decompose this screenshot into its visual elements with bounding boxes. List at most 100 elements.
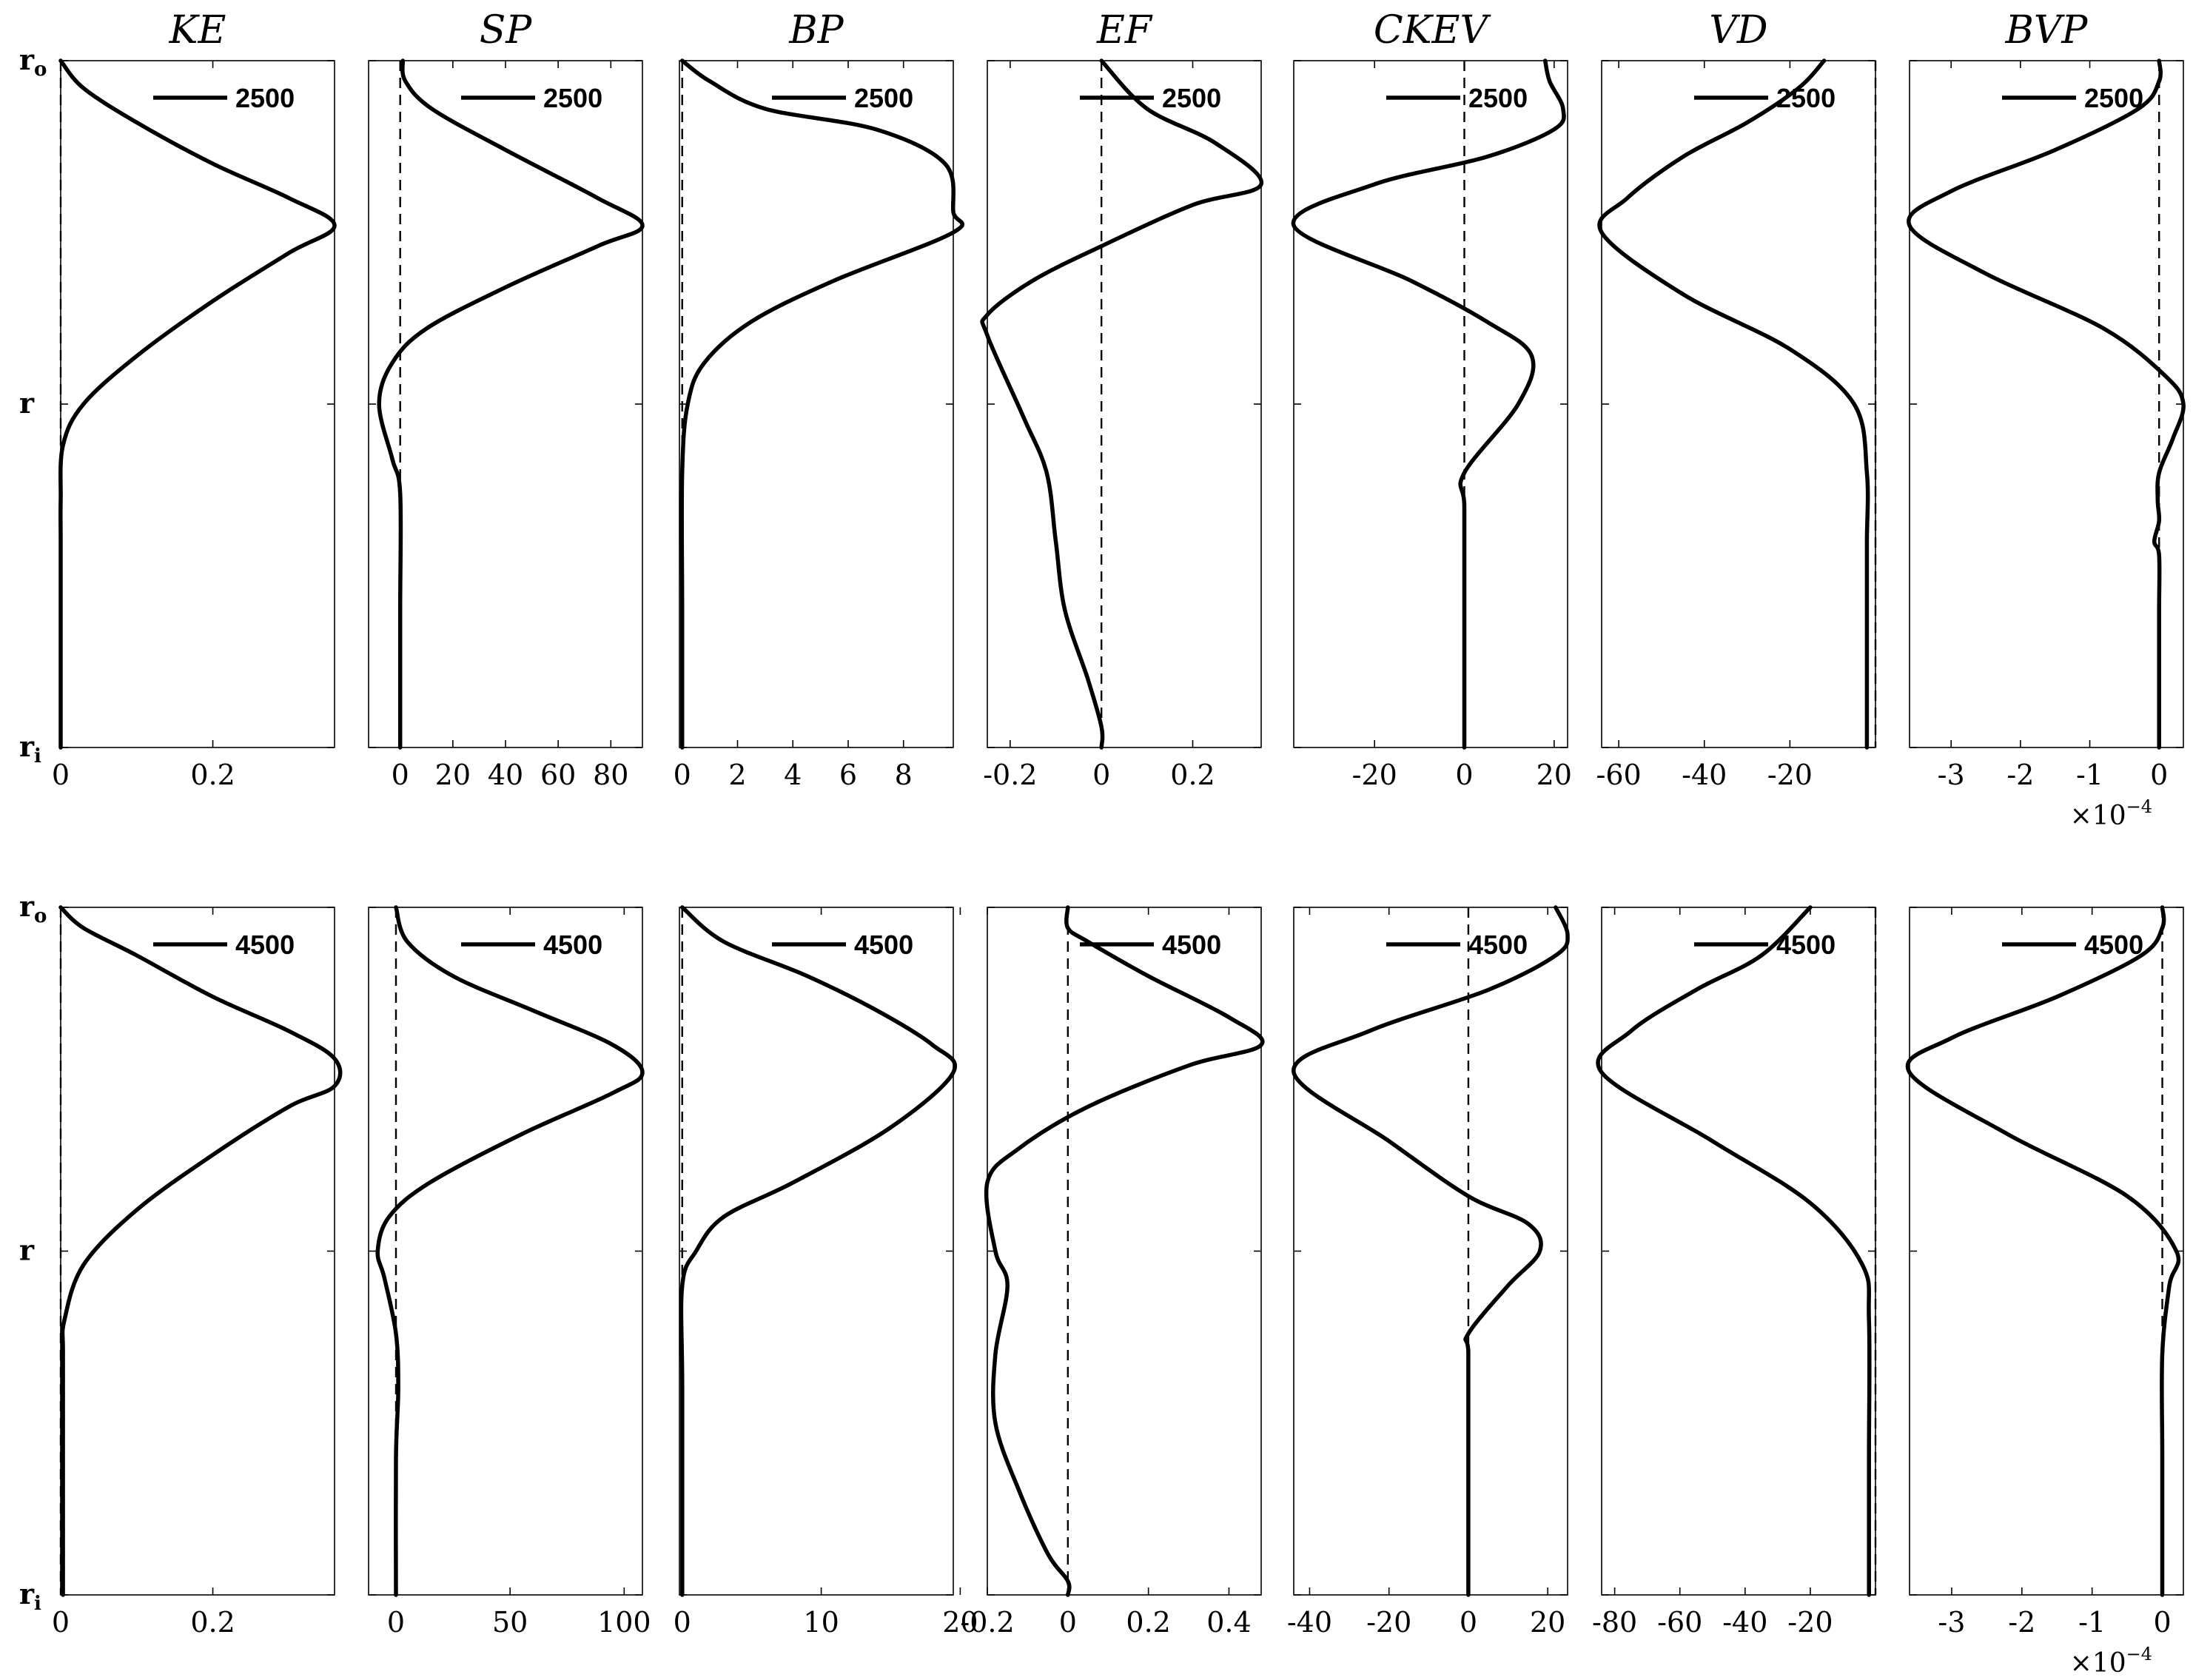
panel-ke-2500: KE 0 0.2 2500 bbox=[52, 8, 337, 791]
panel-title: KE bbox=[169, 8, 226, 53]
x-tick-label: 0 bbox=[674, 1606, 691, 1639]
legend-label: 2500 bbox=[854, 83, 913, 113]
x-tick-label: -3 bbox=[1938, 759, 1965, 791]
x-tick-label: -40 bbox=[1682, 759, 1727, 791]
axis-multiplier-label: ×10−4 bbox=[2070, 1644, 2152, 1679]
profile-line bbox=[1292, 905, 1570, 1597]
legend-label: 2500 bbox=[543, 83, 602, 113]
axes-frame bbox=[368, 907, 643, 1596]
axes-frame bbox=[1601, 907, 1876, 1596]
x-tick-label: 60 bbox=[540, 759, 576, 791]
x-tick-label: 0.2 bbox=[1170, 759, 1215, 791]
axes-frame bbox=[60, 60, 335, 748]
legend-label: 2500 bbox=[1776, 83, 1836, 113]
profile-line bbox=[980, 58, 1263, 750]
panel-bp-4500: 0 10 20 4500 bbox=[674, 905, 978, 1639]
legend-label: 2500 bbox=[2084, 83, 2143, 113]
panel-ckev-4500: -40 -20 0 20 4500 bbox=[1287, 905, 1570, 1639]
legend-label: 4500 bbox=[1468, 930, 1528, 960]
panel-ke-4500: 0 0.2 4500 bbox=[52, 905, 343, 1639]
x-tick-label: 0.2 bbox=[190, 759, 235, 791]
x-tick-label: 20 bbox=[1530, 1606, 1565, 1639]
x-tick-label: 0 bbox=[1092, 759, 1110, 791]
x-tick-label: -40 bbox=[1287, 1606, 1332, 1639]
axes-frame bbox=[1909, 60, 2184, 748]
x-tick-label: 0 bbox=[674, 759, 691, 791]
x-tick-label: 0 bbox=[1059, 1606, 1077, 1639]
legend-label: 4500 bbox=[1162, 930, 1221, 960]
x-tick-label: -0.2 bbox=[983, 759, 1037, 791]
x-tick-label: -3 bbox=[1938, 1606, 1965, 1639]
x-tick-label: 6 bbox=[839, 759, 857, 791]
legend-label: 4500 bbox=[235, 930, 295, 960]
x-tick-label: -60 bbox=[1596, 759, 1642, 791]
profile-line bbox=[375, 905, 645, 1597]
axes-frame bbox=[60, 907, 335, 1596]
axes-frame bbox=[679, 907, 954, 1596]
panel-bvp-4500: -3 -2 -1 0×10−4 4500 bbox=[1905, 905, 2184, 1679]
panel-title: BP bbox=[788, 8, 844, 53]
profile-line bbox=[58, 58, 337, 750]
x-tick-label: 50 bbox=[492, 1606, 528, 1639]
profile-line bbox=[58, 905, 343, 1597]
legend-label: 2500 bbox=[1162, 83, 1221, 113]
axes-frame bbox=[1293, 60, 1568, 748]
y-tick-label: r bbox=[19, 1234, 35, 1267]
legend-label: 2500 bbox=[235, 83, 295, 113]
x-tick-label: 0 bbox=[2150, 759, 2168, 791]
x-tick-label: 0 bbox=[2153, 1606, 2171, 1639]
panel-ckev-2500: CKEV -20 0 20 2500 bbox=[1291, 8, 1572, 791]
x-tick-label: -1 bbox=[2076, 759, 2103, 791]
axis-multiplier-label: ×10−4 bbox=[2070, 796, 2152, 831]
row-1: KE 0 0.2 2500 SP 0 20 40 60 80 2500 BP 0 2 4 6 8 2500 EF -0… bbox=[19, 8, 2186, 831]
x-tick-label: 100 bbox=[597, 1606, 651, 1639]
x-tick-label: 10 bbox=[803, 1606, 839, 1639]
x-tick-label: 0 bbox=[387, 1606, 405, 1639]
x-tick-label: 40 bbox=[488, 759, 523, 791]
panel-ef-4500: -0.2 0 0.2 0.4 4500 bbox=[960, 905, 1265, 1639]
y-tick-label: ro bbox=[19, 890, 47, 927]
profile-line bbox=[1905, 905, 2181, 1597]
profile-line bbox=[1597, 58, 1870, 750]
legend-label: 4500 bbox=[1776, 930, 1836, 960]
axes-frame bbox=[1909, 907, 2184, 1596]
profile-line bbox=[1291, 58, 1566, 750]
y-tick-label: ro bbox=[19, 43, 47, 81]
panel-title: CKEV bbox=[1374, 8, 1491, 53]
x-tick-label: 0 bbox=[1455, 759, 1473, 791]
x-tick-label: 0.2 bbox=[190, 1606, 235, 1639]
x-tick-label: 20 bbox=[1537, 759, 1572, 791]
axes-frame bbox=[679, 60, 954, 748]
legend-label: 4500 bbox=[854, 930, 913, 960]
x-tick-label: 8 bbox=[895, 759, 913, 791]
profile-line bbox=[1596, 905, 1872, 1597]
panel-sp-4500: 0 50 100 4500 bbox=[368, 905, 651, 1639]
profile-line bbox=[984, 905, 1265, 1597]
x-tick-label: 0.4 bbox=[1206, 1606, 1251, 1639]
x-tick-label: 20 bbox=[942, 1606, 978, 1639]
x-tick-label: 0.2 bbox=[1126, 1606, 1170, 1639]
legend-label: 4500 bbox=[2084, 930, 2143, 960]
y-tick-label: ri bbox=[19, 1577, 41, 1615]
x-tick-label: 0 bbox=[52, 1606, 70, 1639]
y-tick-label: ri bbox=[19, 730, 41, 767]
axes-frame bbox=[1601, 60, 1876, 748]
panel-ef-2500: EF -0.2 0 0.2 2500 bbox=[980, 8, 1263, 791]
x-tick-label: -20 bbox=[1767, 759, 1813, 791]
profile-line bbox=[679, 58, 965, 750]
row-2: 0 0.2 4500 0 50 100 4500 0 10 20 4500 -0.2 0 0.2 0.4 45… bbox=[19, 890, 2184, 1679]
panel-bvp-2500: BVP -3 -2 -1 0 ×10−4 2500 bbox=[1907, 8, 2186, 831]
panel-title: SP bbox=[480, 8, 533, 53]
panel-bp-2500: BP 0 2 4 6 8 2500 bbox=[674, 8, 965, 791]
x-tick-label: 20 bbox=[435, 759, 471, 791]
panel-vd-4500: -80 -60 -40 -20 4500 bbox=[1592, 905, 1877, 1639]
x-tick-label: -1 bbox=[2078, 1606, 2106, 1639]
x-tick-label: 0 bbox=[392, 759, 409, 791]
y-tick-label: r bbox=[19, 386, 35, 420]
panel-sp-2500: SP 0 20 40 60 80 2500 bbox=[368, 8, 645, 791]
panel-title: EF bbox=[1096, 8, 1153, 53]
x-tick-label: -2 bbox=[2006, 759, 2034, 791]
x-tick-label: -40 bbox=[1722, 1606, 1767, 1639]
x-tick-label: 0 bbox=[52, 759, 70, 791]
